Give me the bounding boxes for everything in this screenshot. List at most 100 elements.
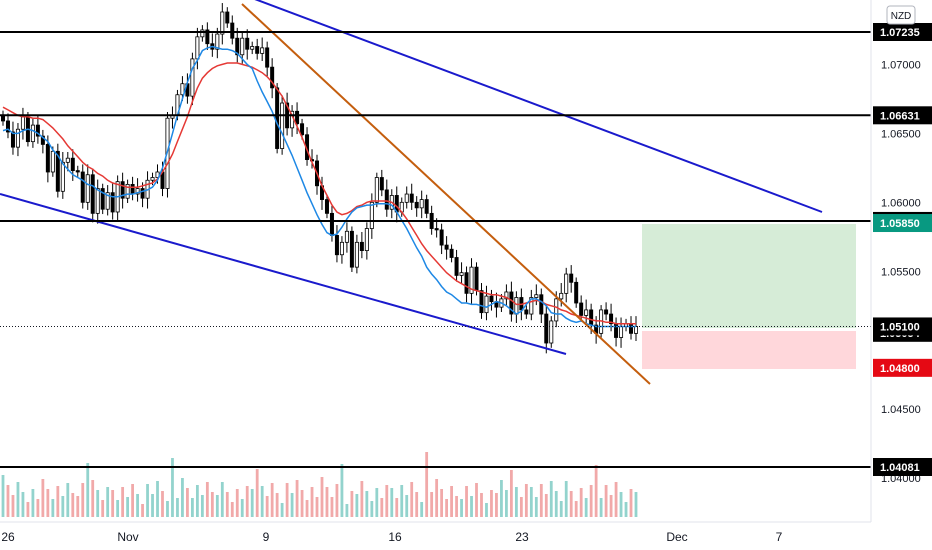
candle[interactable]: [290, 105, 295, 137]
candle[interactable]: [125, 179, 130, 204]
candle[interactable]: [484, 285, 489, 321]
candle[interactable]: [190, 52, 195, 106]
candle[interactable]: [55, 143, 60, 198]
candle[interactable]: [459, 262, 464, 284]
candle[interactable]: [329, 205, 334, 242]
candle[interactable]: [619, 317, 624, 348]
candle[interactable]: [404, 186, 409, 209]
candle[interactable]: [529, 289, 534, 321]
candle[interactable]: [444, 236, 449, 260]
candle[interactable]: [135, 178, 140, 202]
candle[interactable]: [514, 291, 519, 324]
candle[interactable]: [324, 194, 329, 219]
candle[interactable]: [115, 175, 120, 221]
candle[interactable]: [285, 92, 290, 136]
candle[interactable]: [384, 179, 389, 217]
candle[interactable]: [260, 37, 265, 61]
candle[interactable]: [409, 183, 414, 210]
candle[interactable]: [70, 149, 75, 181]
candle[interactable]: [15, 123, 20, 157]
candle[interactable]: [424, 194, 429, 219]
candle[interactable]: [20, 107, 25, 140]
candle[interactable]: [539, 288, 544, 324]
candle[interactable]: [275, 83, 280, 154]
candle[interactable]: [334, 225, 339, 263]
candle[interactable]: [359, 231, 364, 259]
descending-resistance-trendline[interactable]: [241, 3, 651, 385]
candle[interactable]: [235, 27, 240, 63]
candle[interactable]: [464, 266, 469, 303]
candle[interactable]: [569, 265, 574, 293]
upper-channel-trendline[interactable]: [252, 0, 823, 213]
candle[interactable]: [35, 114, 40, 144]
candle[interactable]: [549, 316, 554, 348]
lower-channel-trendline[interactable]: [0, 193, 567, 355]
candle[interactable]: [170, 106, 175, 129]
candle[interactable]: [614, 317, 619, 347]
candle[interactable]: [120, 172, 125, 209]
candle[interactable]: [439, 223, 444, 255]
candle[interactable]: [634, 316, 639, 341]
candle[interactable]: [105, 185, 110, 216]
candle[interactable]: [200, 25, 205, 42]
candle[interactable]: [489, 289, 494, 311]
candle[interactable]: [85, 164, 90, 210]
candle[interactable]: [629, 316, 634, 340]
candle[interactable]: [5, 113, 10, 139]
candle[interactable]: [45, 135, 50, 183]
candle[interactable]: [220, 3, 225, 45]
candle[interactable]: [205, 22, 210, 50]
candle[interactable]: [80, 164, 85, 209]
candle[interactable]: [574, 277, 579, 308]
candle[interactable]: [339, 236, 344, 264]
candle[interactable]: [225, 7, 230, 28]
candle[interactable]: [449, 244, 454, 263]
candle[interactable]: [454, 249, 459, 282]
time-axis[interactable]: 26 Nov 9 16 23 Dec 7: [1, 530, 782, 544]
candle[interactable]: [60, 151, 65, 199]
candle[interactable]: [494, 292, 499, 318]
candle[interactable]: [0, 110, 6, 126]
candle[interactable]: [374, 172, 379, 208]
price-axis[interactable]: 1.04000 1.04500 1.05500 1.06000 1.06500 1.070…: [881, 59, 921, 485]
candle[interactable]: [504, 284, 509, 306]
candle[interactable]: [210, 33, 215, 57]
candle[interactable]: [354, 234, 359, 274]
candle[interactable]: [369, 193, 374, 239]
candle[interactable]: [509, 281, 514, 322]
candle[interactable]: [624, 318, 629, 332]
candle[interactable]: [280, 95, 285, 155]
candle[interactable]: [379, 169, 384, 197]
candle[interactable]: [100, 183, 105, 215]
candle[interactable]: [544, 305, 549, 354]
candle[interactable]: [90, 168, 95, 223]
candle[interactable]: [534, 284, 539, 306]
candle[interactable]: [479, 283, 484, 319]
candle[interactable]: [245, 29, 250, 60]
candle[interactable]: [110, 182, 115, 220]
candle[interactable]: [414, 196, 419, 217]
candle[interactable]: [394, 186, 399, 223]
candle[interactable]: [524, 305, 529, 319]
candle[interactable]: [419, 190, 424, 219]
candle[interactable]: [255, 38, 260, 60]
candle[interactable]: [75, 165, 80, 177]
candle[interactable]: [130, 176, 135, 201]
candle[interactable]: [584, 299, 589, 324]
candle[interactable]: [250, 41, 255, 55]
candle[interactable]: [564, 267, 569, 303]
candle[interactable]: [50, 146, 55, 177]
candle[interactable]: [604, 302, 609, 321]
currency-badge[interactable]: [886, 5, 916, 25]
candle[interactable]: [270, 58, 275, 99]
candle[interactable]: [230, 15, 235, 45]
candle[interactable]: [349, 226, 354, 272]
candle[interactable]: [95, 179, 100, 224]
candle[interactable]: [10, 121, 15, 155]
candle[interactable]: [344, 222, 349, 253]
candle[interactable]: [469, 258, 474, 304]
candle[interactable]: [295, 102, 300, 135]
candle[interactable]: [364, 222, 369, 260]
candle[interactable]: [265, 41, 270, 77]
